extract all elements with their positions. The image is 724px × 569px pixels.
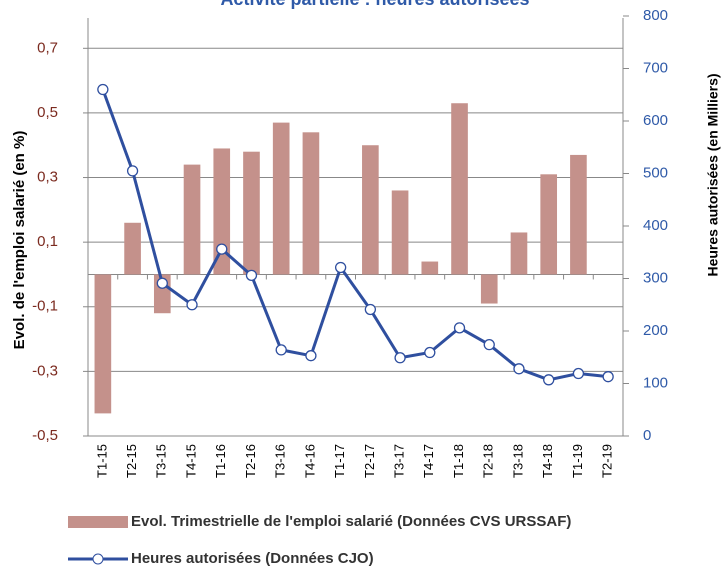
y-tick-label: -0,3 <box>32 362 58 379</box>
line-point <box>543 374 555 386</box>
line-point <box>453 322 466 334</box>
x-tick-label: T4-18 <box>540 444 555 478</box>
x-tick-label: T2-19 <box>600 444 615 478</box>
x-tick-label: T2-17 <box>362 444 377 478</box>
y-tick-label: -0,1 <box>32 298 58 315</box>
x-tick-label: T3-17 <box>392 444 407 478</box>
y2-axis-label: Heures autorisées (en Milliers) <box>705 73 721 276</box>
bar <box>213 148 231 275</box>
line-point <box>602 371 614 383</box>
bar <box>302 132 320 275</box>
y-tick-label: 0,7 <box>37 39 58 56</box>
x-tick-label: T3-16 <box>273 444 288 478</box>
legend-swatch-point <box>92 553 104 565</box>
bar <box>480 274 498 304</box>
line-point <box>364 303 377 316</box>
x-tick-label: T1-16 <box>213 444 228 478</box>
x-tick-label: T3-18 <box>510 444 525 478</box>
line-point <box>245 269 258 282</box>
bar <box>570 154 587 275</box>
x-tick-label: T1-18 <box>451 444 466 478</box>
line-point <box>186 299 198 311</box>
y-tick-label: 0,3 <box>37 169 58 186</box>
y2-tick-label: 100 <box>643 374 668 391</box>
line-point <box>483 338 495 351</box>
line-point <box>334 261 347 274</box>
bar <box>421 261 439 275</box>
chart-title: Activité partielle : heures autorisées <box>220 0 529 9</box>
bar <box>272 122 290 275</box>
x-tick-label: T2-16 <box>243 444 258 478</box>
bar <box>94 274 112 414</box>
y2-tick-label: 400 <box>643 217 668 234</box>
x-tick-label: T1-15 <box>94 444 109 478</box>
y2-tick-label: 0 <box>643 427 651 444</box>
bar <box>451 103 468 275</box>
bar <box>243 151 260 275</box>
x-tick-label: T1-17 <box>332 444 347 478</box>
x-tick-label: T4-15 <box>183 444 198 478</box>
line-point <box>275 344 287 356</box>
legend-label: Heures autorisées (Données CJO) <box>131 550 374 567</box>
line-point <box>513 363 525 375</box>
bar <box>124 222 141 275</box>
line-point <box>394 352 406 364</box>
line-point <box>305 350 317 362</box>
x-tick-label: T4-16 <box>302 444 317 478</box>
y-tick-label: 0,1 <box>37 233 58 250</box>
line-point <box>126 165 139 177</box>
x-tick-label: T2-18 <box>481 444 496 478</box>
legend-label: Evol. Trimestrielle de l'emploi salarié … <box>131 513 571 530</box>
line-point <box>424 346 436 359</box>
y-tick-label: -0,5 <box>32 427 58 444</box>
y-axis-label: Evol. de l'emploi salarié (en %) <box>11 131 28 350</box>
x-tick-label: T2-15 <box>124 444 139 478</box>
y2-tick-label: 600 <box>643 112 668 129</box>
x-tick-label: T4-17 <box>421 444 436 478</box>
y2-tick-label: 300 <box>643 269 668 286</box>
x-tick-label: T1-19 <box>570 444 585 478</box>
line-point <box>216 243 228 255</box>
bar <box>362 145 379 275</box>
bar <box>540 174 558 275</box>
y2-tick-label: 500 <box>643 164 668 181</box>
bar <box>183 164 201 275</box>
line-point <box>572 367 585 380</box>
x-tick-label: T3-15 <box>154 444 169 478</box>
bar <box>510 232 528 275</box>
y2-tick-label: 800 <box>643 7 668 24</box>
y2-tick-label: 200 <box>643 322 668 339</box>
line-point <box>97 83 109 96</box>
legend-swatch <box>68 516 128 528</box>
line-point <box>156 277 168 289</box>
y-tick-label: 0,5 <box>37 104 58 121</box>
bar <box>391 190 409 275</box>
y2-tick-label: 700 <box>643 59 668 76</box>
line <box>101 88 609 382</box>
